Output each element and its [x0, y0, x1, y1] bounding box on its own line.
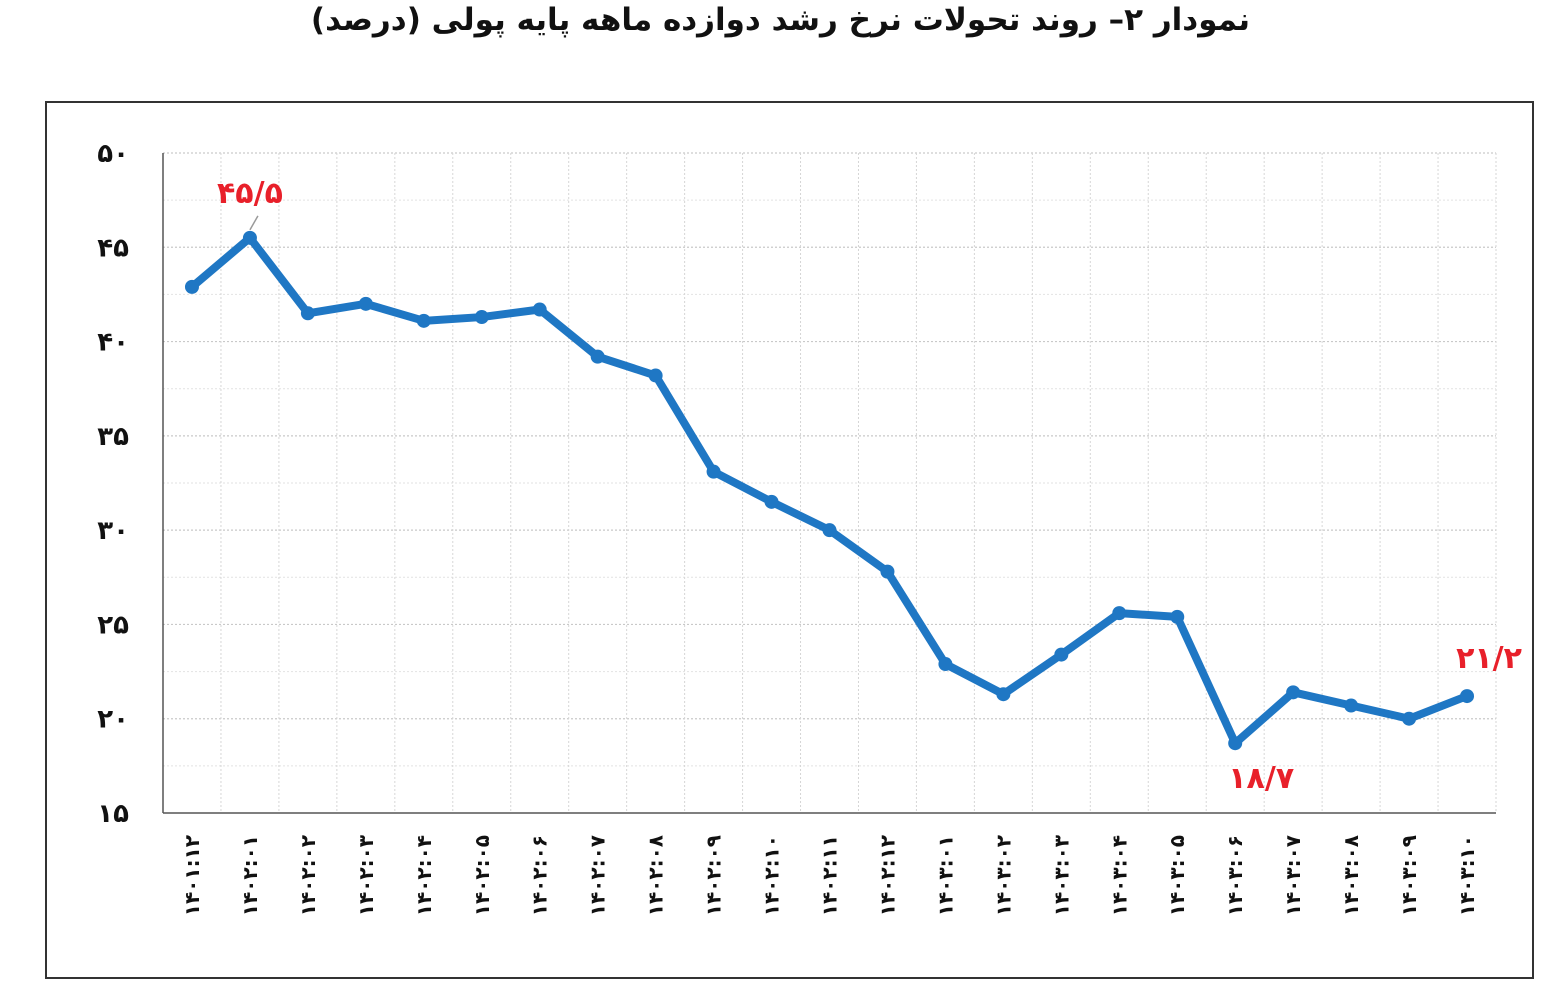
y-tick-label: ۴۵ [97, 233, 129, 263]
x-tick-label: ۱۴۰۳:۰۵ [1165, 835, 1189, 916]
x-axis-ticks: ۱۴۰۱:۱۲ ۱۴۰۲:۰۱ ۱۴۰۲:۰۲ ۱۴۰۲:۰۳ ۱۴۰۲:۰۴ ۱۴۰۲:… [180, 835, 1479, 916]
chart-title: نمودار ۲– روند تحولات نرخ رشد دوازده ماه… [310, 2, 1251, 38]
x-tick-label: ۱۴۰۳:۰۹ [1397, 835, 1421, 916]
x-tick-label: ۱۴۰۳:۱۰ [1455, 835, 1479, 916]
y-tick-label: ۵۰ [97, 139, 129, 169]
y-tick-label: ۳۵ [97, 422, 129, 452]
grid-lines [163, 152, 1497, 813]
data-point [532, 302, 547, 317]
x-tick-label: ۱۴۰۲:۱۲ [875, 835, 899, 916]
data-point [938, 657, 953, 672]
x-tick-label: ۱۴۰۲:۰۳ [354, 835, 378, 916]
x-tick-label: ۱۴۰۲:۰۷ [586, 835, 610, 916]
data-point [996, 687, 1011, 702]
x-tick-label: ۱۴۰۳:۰۸ [1339, 835, 1363, 916]
data-point [764, 494, 779, 509]
data-point [300, 306, 315, 321]
x-tick-label: ۱۴۰۳:۰۶ [1223, 835, 1247, 916]
x-tick-label: ۱۴۰۲:۱۰ [760, 835, 784, 916]
data-point [1286, 685, 1301, 700]
annotation-leader [249, 215, 259, 231]
x-tick-label: ۱۴۰۲:۰۱ [238, 835, 262, 916]
data-point [242, 230, 257, 245]
data-point [416, 313, 431, 328]
x-tick-label: ۱۴۰۲:۱۱ [818, 835, 842, 916]
x-tick-label: ۱۴۰۲:۰۲ [296, 835, 320, 916]
x-tick-label: ۱۴۰۱:۱۲ [180, 835, 204, 916]
data-point [1228, 736, 1243, 751]
x-tick-label: ۱۴۰۳:۰۲ [991, 835, 1015, 916]
data-point [1344, 698, 1359, 713]
data-point [358, 296, 373, 311]
x-tick-label: ۱۴۰۲:۰۸ [644, 835, 668, 916]
series-line [187, 233, 1472, 748]
data-point [648, 368, 663, 383]
series-layer [184, 230, 1475, 751]
y-axis-ticks: ۱۵ ۲۰ ۲۵ ۳۰ ۳۵ ۴۰ ۴۵ ۵۰ [97, 139, 129, 829]
annotations: ۴۵/۵ ۱۸/۷ ۲۱/۲ [217, 176, 1522, 796]
annotation-label: ۱۸/۷ [1228, 761, 1294, 796]
x-tick-label: ۱۴۰۲:۰۹ [702, 835, 726, 916]
y-tick-label: ۲۵ [97, 610, 129, 640]
data-point [1054, 647, 1069, 662]
data-point [590, 349, 605, 364]
y-tick-label: ۴۰ [97, 328, 129, 358]
y-tick-label: ۳۰ [97, 516, 129, 546]
x-tick-label: ۱۴۰۳:۰۷ [1281, 835, 1305, 916]
x-tick-label: ۱۴۰۳:۰۱ [933, 835, 957, 916]
data-point [474, 310, 489, 325]
x-tick-label: ۱۴۰۳:۰۴ [1107, 835, 1131, 916]
y-tick-label: ۲۰ [97, 705, 129, 735]
x-tick-label: ۱۴۰۲:۰۴ [412, 835, 436, 916]
annotation-label: ۴۵/۵ [217, 176, 283, 211]
annotation-label: ۲۱/۲ [1456, 641, 1522, 676]
data-point [1460, 689, 1475, 704]
data-point [1402, 711, 1417, 726]
y-tick-label: ۱۵ [97, 799, 129, 829]
axes [162, 153, 1496, 814]
data-point [822, 523, 837, 538]
data-point [880, 564, 895, 579]
chart-frame: ۱۵ ۲۰ ۲۵ ۳۰ ۳۵ ۴۰ ۴۵ ۵۰ ۱۴۰۱:۱۲ ۱۴۰۲:۰۱ ۱۴۰۲:۰۲ ۱۴… [45, 101, 1534, 979]
x-tick-label: ۱۴۰۲:۰۶ [528, 835, 552, 916]
data-point [1112, 606, 1127, 621]
data-point [706, 464, 721, 479]
data-point [184, 279, 199, 294]
data-point [1170, 609, 1185, 624]
x-tick-label: ۱۴۰۳:۰۳ [1049, 835, 1073, 916]
x-tick-label: ۱۴۰۲:۰۵ [470, 835, 494, 916]
